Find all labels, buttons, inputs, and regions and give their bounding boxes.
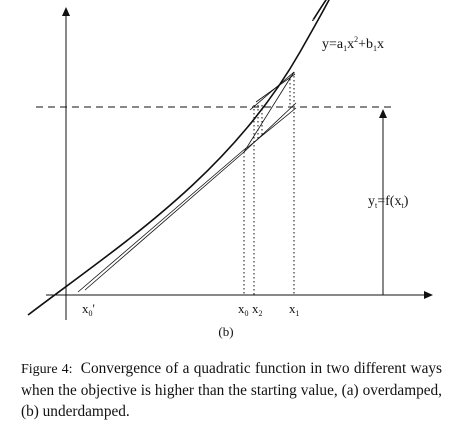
dotted-projections [243,72,295,295]
secant-line-1 [84,151,245,291]
secant-line-2 [77,147,247,293]
secant-line-3 [243,71,295,153]
figure-caption: Figure 4: Convergence of a quadratic fun… [21,358,442,422]
figure-caption-text: Convergence of a quadratic function in t… [21,360,442,420]
tick-label-x2: x2 [252,301,263,318]
tick-label-x0prime: x0' [82,301,95,318]
figure-caption-label: Figure 4: [21,362,73,377]
tick-label-x1: x1 [289,301,300,318]
quadratic-curve [27,0,330,316]
secant-line-7 [246,107,297,149]
curve-label: y=a1x2+b1x [322,35,384,53]
tick-label-x0: x0 [238,301,249,318]
convergence-diagram: y=a1x2+b1x yt=f(xt) x0' x0 x2 x1 (b) [27,0,433,339]
secant-line-5 [255,73,296,103]
iteration-lines [77,71,297,293]
yt-label: yt=f(xt) [368,194,409,210]
panel-label: (b) [218,324,233,339]
